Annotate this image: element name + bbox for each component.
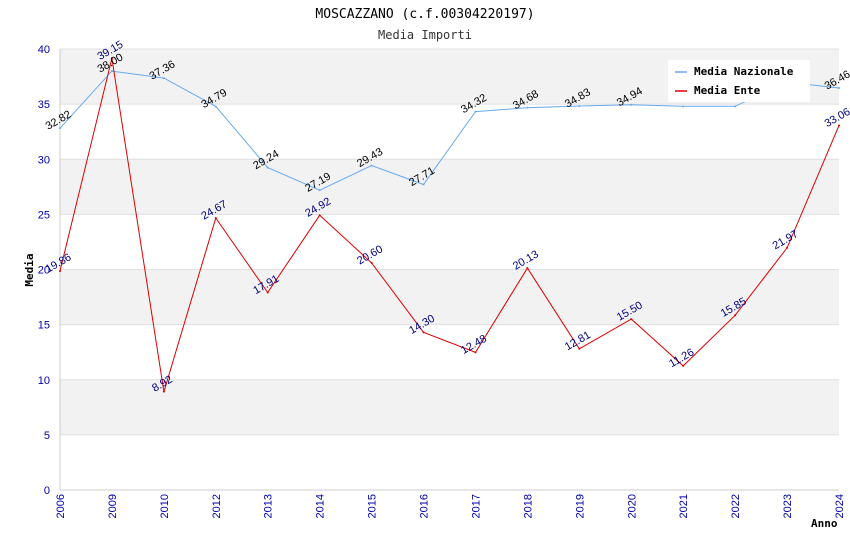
legend: Media Nazionale Media Ente xyxy=(668,60,810,102)
x-tick-label: 2017 xyxy=(470,494,482,518)
data-point-ente xyxy=(318,214,321,217)
data-point-nazionale xyxy=(162,77,165,80)
chart-subtitle: Media Importi xyxy=(378,28,472,42)
data-point-nazionale xyxy=(59,127,61,130)
data-point-ente xyxy=(370,261,373,264)
x-tick-label: 2012 xyxy=(211,494,223,518)
data-point-nazionale xyxy=(422,183,425,186)
x-tick-label: 2015 xyxy=(367,494,379,518)
x-axis-label: Anno xyxy=(811,517,838,530)
chart-title: MOSCAZZANO (c.f.00304220197) xyxy=(315,7,534,22)
y-tick-label: 35 xyxy=(38,99,50,111)
x-tick-label: 2018 xyxy=(522,494,534,518)
data-point-nazionale xyxy=(474,110,477,113)
y-tick-label: 10 xyxy=(38,375,50,387)
data-point-nazionale xyxy=(526,106,529,109)
data-point-ente xyxy=(59,270,61,273)
x-tick-label: 2009 xyxy=(107,494,119,518)
grid-band xyxy=(60,269,839,325)
legend-label-nazionale: Media Nazionale xyxy=(694,65,794,78)
x-tick-label: 2024 xyxy=(834,494,846,518)
data-point-nazionale xyxy=(838,87,840,90)
data-point-ente xyxy=(422,331,425,334)
x-tick-label: 2019 xyxy=(574,494,586,518)
data-point-nazionale xyxy=(110,70,113,73)
data-point-ente xyxy=(786,246,789,249)
grid-band xyxy=(60,379,839,435)
x-tick-label: 2006 xyxy=(55,494,67,518)
data-point-ente xyxy=(110,57,113,60)
data-point-nazionale xyxy=(578,104,581,107)
data-point-nazionale xyxy=(370,164,373,167)
x-tick-label: 2013 xyxy=(263,494,275,518)
legend-background xyxy=(668,60,810,102)
data-point-ente xyxy=(838,124,840,127)
grid-band xyxy=(60,104,839,160)
data-point-ente xyxy=(578,347,581,350)
y-tick-labels: 0 5 10 15 20 25 30 35 40 xyxy=(38,44,50,497)
data-point-ente xyxy=(474,351,477,354)
data-point-ente xyxy=(162,390,165,393)
data-point-nazionale xyxy=(630,103,633,106)
data-point-ente xyxy=(526,267,529,270)
x-tick-label: 2010 xyxy=(159,494,171,518)
grid-band xyxy=(60,434,839,490)
y-axis-label: Media xyxy=(23,253,36,286)
x-tick-label: 2021 xyxy=(678,494,690,518)
x-tick-label: 2023 xyxy=(782,494,794,518)
legend-label-ente: Media Ente xyxy=(694,84,761,97)
y-tick-label: 15 xyxy=(38,320,50,332)
y-tick-label: 40 xyxy=(38,44,50,56)
data-point-nazionale xyxy=(682,105,685,108)
y-tick-label: 25 xyxy=(38,209,50,221)
data-point-ente xyxy=(214,217,217,220)
y-tick-label: 20 xyxy=(38,265,50,277)
data-point-nazionale xyxy=(734,105,737,108)
data-point-nazionale xyxy=(266,166,269,169)
y-tick-label: 5 xyxy=(44,430,50,442)
data-point-ente xyxy=(630,318,633,321)
data-point-ente xyxy=(266,291,269,294)
y-tick-label: 0 xyxy=(44,485,50,497)
series-line-ente xyxy=(59,58,840,392)
data-point-ente xyxy=(734,314,737,317)
y-tick-label: 30 xyxy=(38,154,50,166)
data-point-nazionale xyxy=(318,189,321,192)
series-lines xyxy=(59,57,840,393)
grid-bands xyxy=(60,48,839,491)
grid-band xyxy=(60,159,839,215)
x-tick-label: 2022 xyxy=(730,494,742,518)
grid-band xyxy=(60,324,839,380)
grid-band xyxy=(60,214,839,270)
x-tick-label: 2016 xyxy=(419,494,431,518)
x-tick-labels: 2006 2009 2010 2012 2013 2014 2015 2016 2017 2018… xyxy=(55,494,846,518)
data-point-ente xyxy=(682,364,685,367)
x-tick-label: 2014 xyxy=(315,494,327,518)
x-tick-label: 2020 xyxy=(626,494,638,518)
data-point-nazionale xyxy=(214,105,217,108)
series-line-nazionale xyxy=(59,70,840,191)
